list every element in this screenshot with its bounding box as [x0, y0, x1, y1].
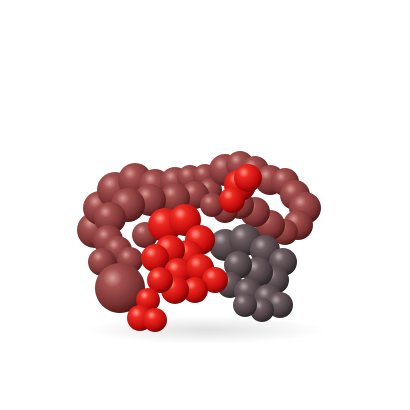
gray-atom [224, 251, 252, 279]
floor-shadow [85, 316, 325, 344]
bright-red-domain [127, 164, 262, 332]
dark-red-atom [94, 202, 126, 234]
bright-red-atom [182, 277, 208, 303]
dark-red-atom [95, 263, 145, 313]
bright-red-atom [143, 308, 167, 332]
dark-red-domain [77, 151, 321, 313]
gray-atom [233, 293, 257, 317]
gray-domain [209, 224, 297, 322]
bright-red-atom [202, 267, 228, 293]
bright-red-atom [141, 244, 169, 272]
bright-red-atom [147, 267, 173, 293]
bright-red-atom [234, 164, 262, 192]
dark-red-atom [200, 193, 224, 217]
bright-red-atom [219, 187, 245, 213]
